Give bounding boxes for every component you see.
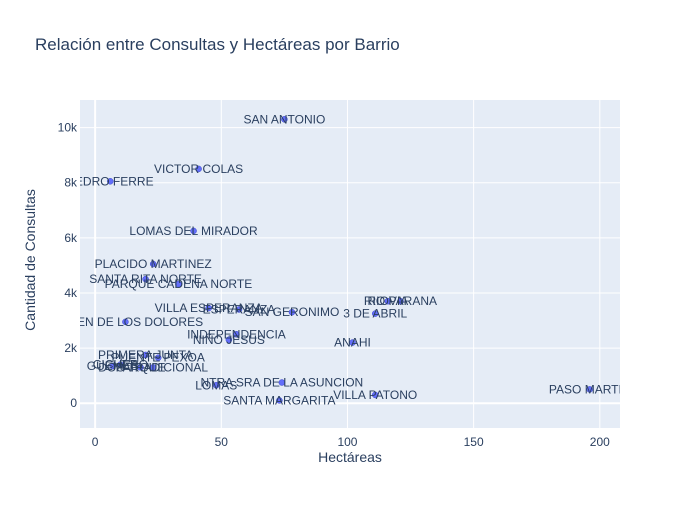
data-label: PLACIDO MARTINEZ [95,257,212,271]
plot-area [80,100,620,428]
data-point [142,351,149,359]
data-point [233,331,240,338]
data-label: DOS TRADICIONAL [98,360,208,374]
data-point [371,391,379,399]
y-tick-label: 8k [64,176,78,190]
x-tick-label: 50 [215,435,229,449]
y-tick-label: 6k [64,231,78,245]
data-point [288,308,296,316]
data-point [109,362,117,370]
data-point [149,364,157,371]
data-label: LOMAS DEL MIRADOR [129,224,258,238]
data-point [137,364,144,371]
data-label: NIÑO JESUS [193,333,265,347]
data-label: PRIMERA JUNTA [98,348,193,362]
y-tick-label: 10k [58,121,78,135]
data-point [154,354,162,361]
data-label: VIRGEN DE LOS DOLORES [48,315,203,329]
data-point [235,306,243,313]
x-tick-label: 200 [590,435,610,449]
data-point [225,336,233,344]
data-label: PEDRO FERRE [67,174,154,188]
y-tick-label: 4k [64,286,78,300]
data-points [107,116,593,404]
data-label: INDEPENDENCIA [187,327,286,341]
data-point [195,165,202,173]
data-point [213,382,220,389]
data-point [281,116,288,123]
data-label: ESPERANZA [203,302,276,316]
data-label: VILLA PATONO [333,388,417,402]
data-point [384,297,392,305]
data-point [175,280,182,288]
x-tick-label: 100 [337,435,357,449]
x-tick-label: 150 [464,435,484,449]
data-point [122,318,129,326]
data-label: PARQUE CADENA NORTE [105,277,253,291]
y-axis-title: Cantidad de Consultas [22,189,38,331]
data-label: CICHERO [93,358,148,372]
data-point [276,397,283,404]
data-label: VICTOR COLAS [154,162,243,176]
data-point [397,297,404,305]
chart-title: Relación entre Consultas y Hectáreas por… [35,35,400,54]
data-label: ANAHI [334,336,371,350]
data-label: VILLA ESPERANZA [155,301,263,315]
data-label: GUEMES [87,359,139,373]
data-point [586,386,593,393]
data-label: PASO MARTIN [549,382,631,396]
data-label: RIO PARANA [364,294,437,308]
data-label: SANTA MARGARITA [223,393,335,407]
x-tick-label: 0 [92,435,99,449]
grid-lines [80,100,620,428]
data-point [149,260,157,268]
data-point [190,227,197,235]
data-point [117,361,124,368]
y-tick-label: 2k [64,341,78,355]
data-label: 3 DE ABRIL [343,307,407,321]
data-label: RIOVIA [368,294,409,308]
data-label: SAN ANTONIO [243,112,325,126]
axis-ticks: 0 50 100 150 200 0 2k 4k 6k 8k 10k [58,121,611,449]
data-label: LOMAS [195,378,237,392]
x-axis-title: Hectáreas [318,449,382,465]
y-tick-label: 0 [70,396,77,410]
data-point [142,275,149,283]
data-point [107,178,114,185]
data-point [205,304,212,312]
data-point [278,379,286,386]
data-point [371,310,379,317]
data-point [349,339,356,346]
data-label: SANTA RITA NORTE [89,272,202,286]
data-label: PUENTE PEXOA [112,351,205,365]
data-label: PARQUE [116,360,166,374]
data-label: SAN GERONIMO [245,305,340,319]
data-label: NTRA SRA DE LA ASUNCION [201,376,364,390]
